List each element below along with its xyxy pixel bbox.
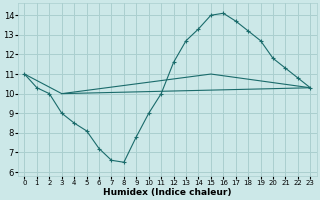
X-axis label: Humidex (Indice chaleur): Humidex (Indice chaleur) (103, 188, 232, 197)
